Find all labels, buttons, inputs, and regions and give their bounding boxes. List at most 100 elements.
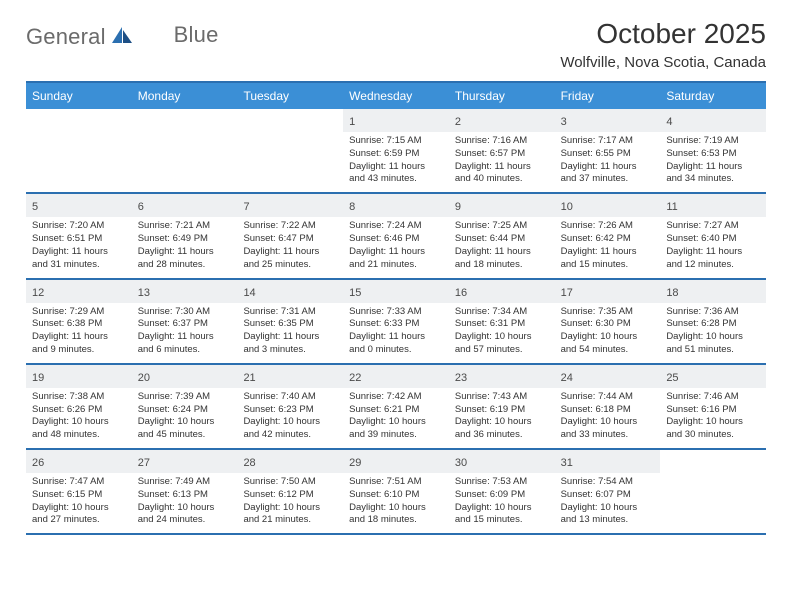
day-cell: 8Sunrise: 7:24 AMSunset: 6:46 PMDaylight… [343,194,449,277]
day-cell: 19Sunrise: 7:38 AMSunset: 6:26 PMDayligh… [26,365,132,448]
day-info-line: and 51 minutes. [666,344,760,357]
day-info-line: Daylight: 10 hours [561,331,655,344]
day-info-line: Daylight: 10 hours [561,502,655,515]
daynum-row: 3 [555,109,661,132]
day-number: 12 [32,287,44,299]
day-info: Sunrise: 7:21 AMSunset: 6:49 PMDaylight:… [138,220,232,271]
daynum-row: 4 [660,109,766,132]
day-info-line: Daylight: 11 hours [561,161,655,174]
header: General Blue October 2025 Wolfville, Nov… [26,18,766,71]
day-info-line: Sunset: 6:30 PM [561,318,655,331]
day-info: Sunrise: 7:39 AMSunset: 6:24 PMDaylight:… [138,391,232,442]
day-info-line: Daylight: 10 hours [138,502,232,515]
day-cell: 22Sunrise: 7:42 AMSunset: 6:21 PMDayligh… [343,365,449,448]
day-info-line: Daylight: 11 hours [349,331,443,344]
day-cell: 25Sunrise: 7:46 AMSunset: 6:16 PMDayligh… [660,365,766,448]
day-info: Sunrise: 7:25 AMSunset: 6:44 PMDaylight:… [455,220,549,271]
day-info-line: Sunset: 6:31 PM [455,318,549,331]
day-info: Sunrise: 7:27 AMSunset: 6:40 PMDaylight:… [666,220,760,271]
brand-logo: General Blue [26,18,219,50]
day-number: 13 [138,287,150,299]
day-number: 14 [243,287,255,299]
dow-sat: Saturday [660,83,766,109]
day-info-line: Daylight: 11 hours [243,246,337,259]
day-info-line: Sunrise: 7:50 AM [243,476,337,489]
day-info-line: Sunrise: 7:21 AM [138,220,232,233]
day-info: Sunrise: 7:44 AMSunset: 6:18 PMDaylight:… [561,391,655,442]
dow-tue: Tuesday [237,83,343,109]
day-info-line: Sunset: 6:35 PM [243,318,337,331]
day-info-line: and 31 minutes. [32,259,126,272]
day-cell: 16 Sunrise: 7:34 AMSunset: 6:31 PMDayligh… [449,280,555,363]
day-info-line: Sunrise: 7:46 AM [666,391,760,404]
day-cell: 27Sunrise: 7:49 AMSunset: 6:13 PMDayligh… [132,450,238,533]
daynum-row: 12 [26,280,132,303]
daynum-row: 18 [660,280,766,303]
brand-word-2: Blue [174,22,219,48]
day-cell: 15Sunrise: 7:33 AMSunset: 6:33 PMDayligh… [343,280,449,363]
day-info-line: Sunset: 6:09 PM [455,489,549,502]
day-info-line: Sunset: 6:44 PM [455,233,549,246]
day-info: Sunrise: 7:20 AMSunset: 6:51 PMDaylight:… [32,220,126,271]
day-info-line: Sunrise: 7:25 AM [455,220,549,233]
day-info-line: Sunset: 6:15 PM [32,489,126,502]
day-info-line: Sunrise: 7:29 AM [32,306,126,319]
daynum-row: 30 [449,450,555,473]
day-number: 8 [349,201,355,213]
day-info-line: Sunrise: 7:17 AM [561,135,655,148]
day-info-line: Sunrise: 7:51 AM [349,476,443,489]
day-info-line: Sunrise: 7:20 AM [32,220,126,233]
day-info-line: Sunset: 6:55 PM [561,148,655,161]
day-info-line: and 36 minutes. [455,429,549,442]
day-number: 3 [561,116,567,128]
day-cell: 26Sunrise: 7:47 AMSunset: 6:15 PMDayligh… [26,450,132,533]
day-info-line: Daylight: 11 hours [666,161,760,174]
day-info-line: Sunset: 6:21 PM [349,404,443,417]
month-title: October 2025 [560,18,766,50]
day-number: 9 [455,201,461,213]
day-info-line: Daylight: 11 hours [138,331,232,344]
day-cell: 10Sunrise: 7:26 AMSunset: 6:42 PMDayligh… [555,194,661,277]
location: Wolfville, Nova Scotia, Canada [560,54,766,71]
day-info-line: Daylight: 10 hours [455,416,549,429]
day-info-line: Sunrise: 7:15 AM [349,135,443,148]
day-info-line: Sunset: 6:38 PM [32,318,126,331]
day-info: Sunrise: 7:46 AMSunset: 6:16 PMDaylight:… [666,391,760,442]
day-number: 7 [243,201,249,213]
day-cell: 9 Sunrise: 7:25 AMSunset: 6:44 PMDaylight… [449,194,555,277]
day-info: Sunrise: 7:42 AMSunset: 6:21 PMDaylight:… [349,391,443,442]
day-info-line: Sunset: 6:24 PM [138,404,232,417]
week-row: 26Sunrise: 7:47 AMSunset: 6:15 PMDayligh… [26,450,766,535]
day-info-line: Sunset: 6:16 PM [666,404,760,417]
daynum-row: 17 [555,280,661,303]
day-cell: 3 Sunrise: 7:17 AMSunset: 6:55 PMDaylight… [555,109,661,192]
dow-thu: Thursday [449,83,555,109]
day-info-line: Sunset: 6:28 PM [666,318,760,331]
dow-fri: Friday [555,83,661,109]
day-cell: 21Sunrise: 7:40 AMSunset: 6:23 PMDayligh… [237,365,343,448]
day-info-line: Daylight: 10 hours [349,502,443,515]
day-cell: 30 Sunrise: 7:53 AMSunset: 6:09 PMDayligh… [449,450,555,533]
day-info: Sunrise: 7:34 AMSunset: 6:31 PMDaylight:… [455,306,549,357]
daynum-row: 29 [343,450,449,473]
brand-word-1: General [26,24,106,50]
day-info: Sunrise: 7:53 AMSunset: 6:09 PMDaylight:… [455,476,549,527]
day-cell: 23Sunrise: 7:43 AMSunset: 6:19 PMDayligh… [449,365,555,448]
day-number: 16 [455,287,467,299]
day-info: Sunrise: 7:35 AMSunset: 6:30 PMDaylight:… [561,306,655,357]
daynum-row: 24 [555,365,661,388]
daynum-row: 23 [449,365,555,388]
day-info-line: Sunrise: 7:33 AM [349,306,443,319]
day-info-line: and 15 minutes. [561,259,655,272]
day-info: Sunrise: 7:15 AMSunset: 6:59 PMDaylight:… [349,135,443,186]
day-info-line: Daylight: 10 hours [455,502,549,515]
day-info-line: and 33 minutes. [561,429,655,442]
day-info-line: Sunset: 6:07 PM [561,489,655,502]
day-info-line: Daylight: 11 hours [455,161,549,174]
day-info-line: Sunset: 6:51 PM [32,233,126,246]
day-cell: 2Sunrise: 7:16 AMSunset: 6:57 PMDaylight… [449,109,555,192]
day-info-line: Daylight: 10 hours [455,331,549,344]
daynum-row: 11 [660,194,766,217]
day-info-line: and 9 minutes. [32,344,126,357]
day-info: Sunrise: 7:29 AMSunset: 6:38 PMDaylight:… [32,306,126,357]
